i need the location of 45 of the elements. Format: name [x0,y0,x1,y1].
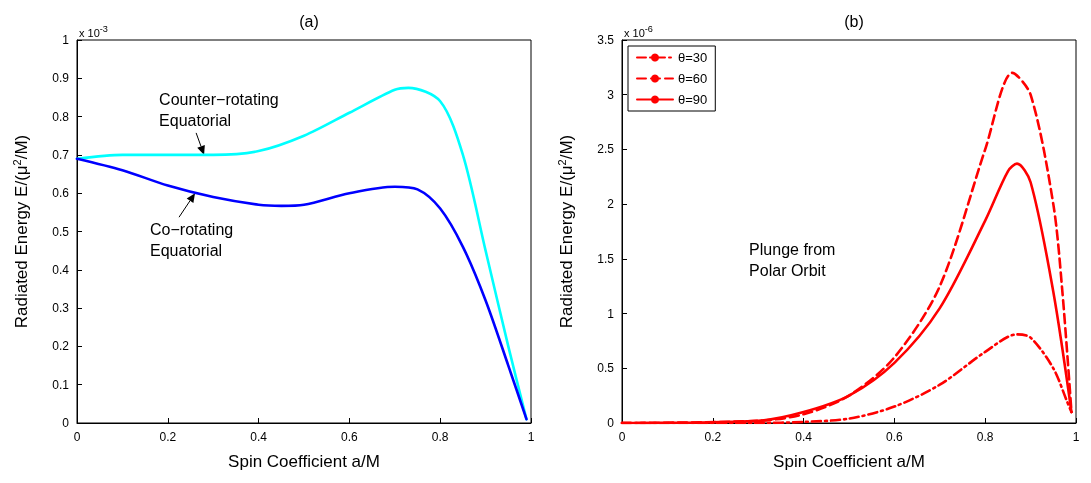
y-tick-label: 3 [607,87,615,102]
y-tick-label: 0.1 [52,377,70,392]
x-tick-label: 0 [73,430,81,444]
x-tick-label: 1 [527,430,535,444]
y-tick-label: 0.9 [52,71,70,86]
y-tick-label: 0.7 [52,147,70,162]
x-tick-label: 0.8 [976,430,994,444]
y-tick-label: 0.6 [52,186,70,201]
y-tick-label: 1 [607,306,615,321]
y-tick-label: 1 [62,33,70,47]
y-tick-label: 1.5 [597,251,615,266]
x-tick-label: 0.6 [886,430,904,444]
text: x 10$^{-6}$ [624,24,653,39]
x-tick-label: 0.8 [431,430,449,444]
x-tick-label: 0.2 [159,430,177,444]
y-tick-label: 3.5 [597,33,615,47]
chart-title: (a) [299,12,319,30]
y-axis-title: Radiated Energy E/(μ2/M) [10,134,31,329]
x-tick-label: 0 [618,430,626,444]
y-tick-label: 0.4 [52,262,70,277]
x-tick-label: 0.4 [795,430,813,444]
x-tick-label: 0.6 [341,430,359,444]
y-tick-label: 0.5 [52,224,70,239]
text: x 10$^{-3}$ [79,24,108,39]
x-tick-label: 0.4 [250,430,268,444]
legend-label: θ=60 [678,71,708,86]
y-tick-label: 0 [607,416,615,430]
annotation: Counter−rotating Equatorial [159,90,279,129]
y-tick-label: 2.5 [597,142,615,157]
y-tick-label: 0.2 [52,339,70,354]
legend-label: θ=90 [678,92,708,107]
x-axis-title: Spin Coefficient a/M [228,452,380,471]
annotation: Plunge from Polar Orbit [749,241,836,280]
legend-label: θ=30 [678,50,708,65]
x-axis-title: Spin Coefficient a/M [773,452,925,471]
y-tick-label: 2 [607,197,615,212]
chart-title: (b) [844,12,864,30]
y-tick-label: 0.3 [52,301,70,316]
y-tick-label: 0.8 [52,109,70,124]
y-axis-title: Radiated Energy E/(μ2/M) [555,134,576,329]
x-tick-label: 0.2 [704,430,722,444]
x-tick-label: 1 [1072,430,1080,444]
y-tick-label: 0 [62,416,70,430]
y-tick-label: 0.5 [597,361,615,376]
annotation: Co−rotating Equatorial [150,221,234,260]
